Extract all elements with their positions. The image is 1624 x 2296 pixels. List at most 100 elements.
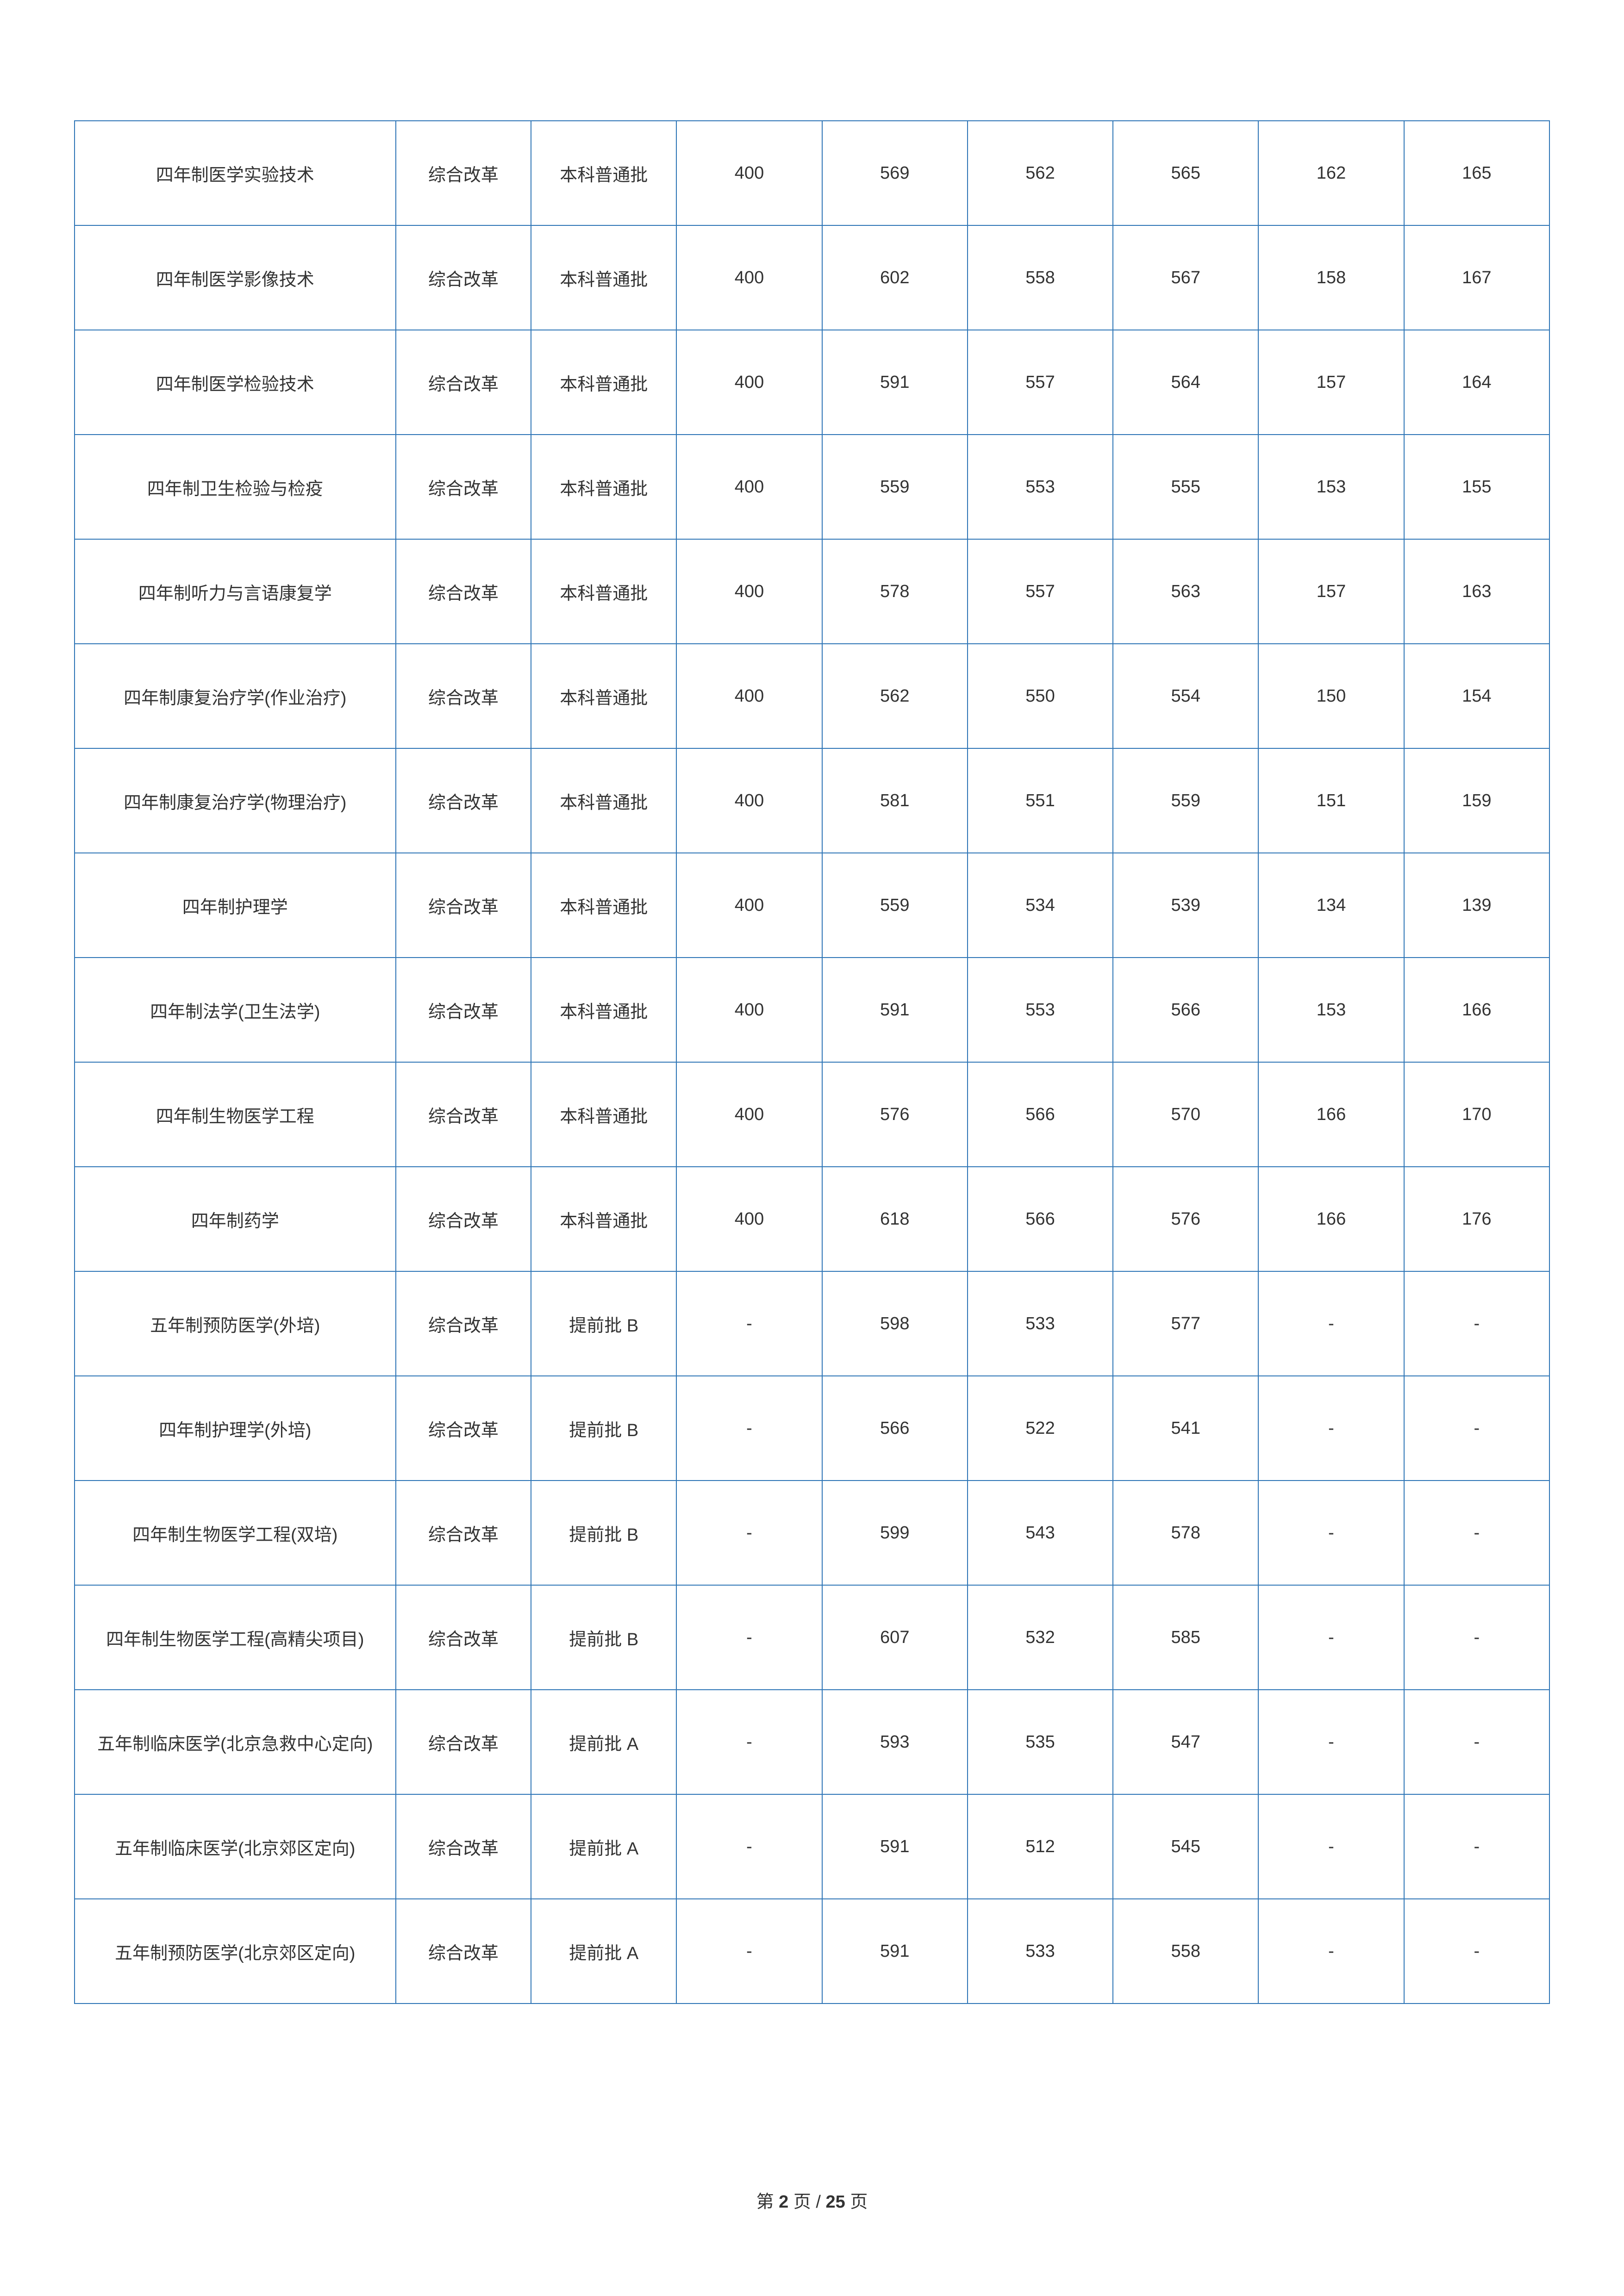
table-cell: 157 (1258, 330, 1404, 435)
table-cell: 四年制医学影像技术 (75, 225, 396, 330)
table-cell: 543 (968, 1481, 1113, 1585)
table-cell: 综合改革 (396, 958, 531, 1062)
table-cell: 551 (968, 748, 1113, 853)
table-cell: 558 (968, 225, 1113, 330)
table-cell: 591 (822, 1794, 968, 1899)
table-row: 五年制临床医学(北京郊区定向)综合改革提前批 A-591512545-- (75, 1794, 1549, 1899)
table-cell: 566 (968, 1167, 1113, 1271)
table-cell: 547 (1113, 1690, 1258, 1794)
table-cell: - (676, 1585, 822, 1690)
table-cell: 559 (822, 853, 968, 958)
table-cell: 五年制预防医学(北京郊区定向) (75, 1899, 396, 2004)
table-cell: 综合改革 (396, 330, 531, 435)
table-cell: 562 (968, 121, 1113, 225)
table-cell: 591 (822, 1899, 968, 2004)
table-cell: 提前批 B (531, 1481, 676, 1585)
footer-total-pages: 25 (826, 2192, 845, 2212)
table-cell: 综合改革 (396, 1690, 531, 1794)
table-cell: 本科普通批 (531, 1062, 676, 1167)
table-cell: 四年制生物医学工程(高精尖项目) (75, 1585, 396, 1690)
table-cell: 562 (822, 644, 968, 748)
table-cell: 提前批 B (531, 1271, 676, 1376)
table-row: 四年制生物医学工程(高精尖项目)综合改革提前批 B-607532585-- (75, 1585, 1549, 1690)
table-row: 五年制临床医学(北京急救中心定向)综合改革提前批 A-593535547-- (75, 1690, 1549, 1794)
table-cell: 400 (676, 225, 822, 330)
table-cell: 534 (968, 853, 1113, 958)
table-cell: 提前批 B (531, 1585, 676, 1690)
table-cell: 四年制法学(卫生法学) (75, 958, 396, 1062)
table-row: 四年制药学综合改革本科普通批400618566576166176 (75, 1167, 1549, 1271)
table-cell: 559 (1113, 748, 1258, 853)
table-cell: 综合改革 (396, 1376, 531, 1481)
table-cell: 539 (1113, 853, 1258, 958)
table-cell: 本科普通批 (531, 748, 676, 853)
table-cell: - (1404, 1271, 1549, 1376)
table-row: 四年制康复治疗学(作业治疗)综合改革本科普通批40056255055415015… (75, 644, 1549, 748)
table-cell: 618 (822, 1167, 968, 1271)
table-cell: 五年制预防医学(外培) (75, 1271, 396, 1376)
table-cell: - (676, 1690, 822, 1794)
table-cell: 本科普通批 (531, 435, 676, 539)
footer-mid: 页 / (788, 2192, 825, 2212)
table-cell: 533 (968, 1899, 1113, 2004)
table-cell: 585 (1113, 1585, 1258, 1690)
table-cell: 155 (1404, 435, 1549, 539)
table-cell: 591 (822, 958, 968, 1062)
table-cell: 522 (968, 1376, 1113, 1481)
table-row: 四年制法学(卫生法学)综合改革本科普通批400591553566153166 (75, 958, 1549, 1062)
table-cell: 综合改革 (396, 853, 531, 958)
table-cell: 本科普通批 (531, 121, 676, 225)
table-cell: 400 (676, 644, 822, 748)
table-cell: 578 (822, 539, 968, 644)
table-cell: 本科普通批 (531, 539, 676, 644)
table-cell: 提前批 B (531, 1376, 676, 1481)
table-cell: 159 (1404, 748, 1549, 853)
table-cell: 566 (822, 1376, 968, 1481)
table-cell: 567 (1113, 225, 1258, 330)
table-cell: 602 (822, 225, 968, 330)
table-cell: 本科普通批 (531, 958, 676, 1062)
table-cell: 400 (676, 1062, 822, 1167)
table-cell: 576 (1113, 1167, 1258, 1271)
table-cell: 163 (1404, 539, 1549, 644)
table-cell: 598 (822, 1271, 968, 1376)
table-cell: 167 (1404, 225, 1549, 330)
table-cell: 四年制生物医学工程 (75, 1062, 396, 1167)
table-cell: 134 (1258, 853, 1404, 958)
table-cell: 400 (676, 330, 822, 435)
table-cell: 400 (676, 539, 822, 644)
table-cell: 四年制康复治疗学(作业治疗) (75, 644, 396, 748)
table-cell: 400 (676, 435, 822, 539)
table-cell: 综合改革 (396, 1899, 531, 2004)
table-cell: - (1258, 1481, 1404, 1585)
table-cell: 569 (822, 121, 968, 225)
footer-prefix: 第 (756, 2192, 779, 2212)
page-content: 四年制医学实验技术综合改革本科普通批400569562565162165四年制医… (0, 0, 1624, 2004)
table-cell: - (1404, 1376, 1549, 1481)
table-cell: 166 (1258, 1167, 1404, 1271)
table-cell: - (1258, 1690, 1404, 1794)
table-cell: - (1404, 1794, 1549, 1899)
table-row: 四年制医学实验技术综合改革本科普通批400569562565162165 (75, 121, 1549, 225)
table-cell: 607 (822, 1585, 968, 1690)
table-row: 四年制医学影像技术综合改革本科普通批400602558567158167 (75, 225, 1549, 330)
table-cell: 四年制听力与言语康复学 (75, 539, 396, 644)
table-cell: 550 (968, 644, 1113, 748)
table-cell: 553 (968, 435, 1113, 539)
table-cell: 400 (676, 958, 822, 1062)
table-cell: 578 (1113, 1481, 1258, 1585)
table-cell: 555 (1113, 435, 1258, 539)
table-cell: 综合改革 (396, 1794, 531, 1899)
table-cell: 558 (1113, 1899, 1258, 2004)
table-row: 四年制康复治疗学(物理治疗)综合改革本科普通批40058155155915115… (75, 748, 1549, 853)
table-cell: 170 (1404, 1062, 1549, 1167)
table-cell: - (1404, 1690, 1549, 1794)
table-cell: 400 (676, 1167, 822, 1271)
table-cell: 554 (1113, 644, 1258, 748)
table-cell: 四年制护理学 (75, 853, 396, 958)
table-cell: 541 (1113, 1376, 1258, 1481)
table-cell: 593 (822, 1690, 968, 1794)
table-cell: 四年制康复治疗学(物理治疗) (75, 748, 396, 853)
table-cell: 综合改革 (396, 1271, 531, 1376)
table-cell: 158 (1258, 225, 1404, 330)
